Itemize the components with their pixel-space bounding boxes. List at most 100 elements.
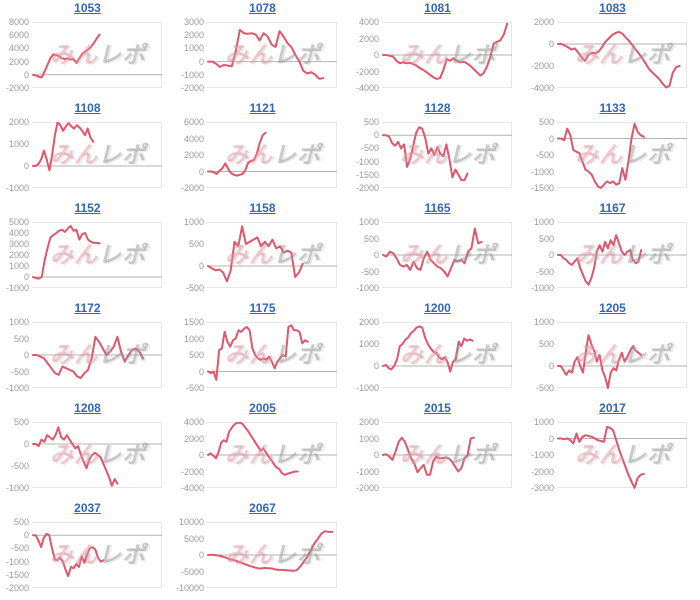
y-axis-labels: 1000 500 0 -500 (525, 316, 557, 398)
y-tick-label: -500 (535, 383, 554, 393)
y-tick-label: -10000 (175, 583, 204, 593)
chart-plot: みんレポ (32, 122, 164, 188)
chart-title-link[interactable]: 2017 (599, 401, 626, 415)
y-tick-label: 0 (198, 56, 204, 67)
y-tick-label: 0 (373, 250, 379, 260)
y-axis-labels: 3000 2000 1000 0 -1000 -2000 (175, 16, 207, 98)
y-tick-label: 0 (373, 130, 379, 141)
chart-title-row: 1108 (0, 100, 175, 116)
chart-title-link[interactable]: 1205 (599, 301, 626, 315)
y-tick-label: -1500 (355, 169, 379, 180)
chart-title-link[interactable]: 1128 (424, 101, 451, 115)
y-tick-label: 0 (548, 39, 554, 49)
y-axis-labels: 500 0 -500 -1000 -1500 -2000 (0, 516, 32, 598)
y-tick-label: 0 (373, 50, 379, 60)
sparkline-svg (382, 22, 512, 88)
chart-title-link[interactable]: 2005 (249, 401, 276, 415)
chart-body: 1000 500 0 -500 -1000 みんレポ (0, 316, 175, 398)
chart-plot: みんレポ (557, 422, 689, 489)
profit-line (382, 325, 474, 373)
y-tick-label: 4000 (183, 417, 204, 427)
chart-plot: みんレポ (382, 222, 514, 288)
y-tick-label: 500 (13, 417, 29, 427)
chart-body: 2000 1000 0 -1000 -2000 みんレポ (350, 416, 525, 498)
y-tick-label: -1000 (180, 69, 204, 80)
y-tick-label: -2000 (5, 583, 29, 593)
chart-title-link[interactable]: 1208 (74, 401, 101, 415)
chart-plot: みんレポ (207, 522, 339, 588)
y-tick-label: -2000 (180, 183, 204, 193)
chart-plot: みんレポ (32, 222, 164, 288)
chart-title-row: 1200 (350, 300, 525, 316)
profit-line (207, 28, 325, 80)
chart-title-link[interactable]: 2067 (249, 501, 276, 515)
chart-plot: みんレポ (557, 122, 689, 189)
chart-title-row: 2017 (525, 400, 700, 416)
chart-body: 1000 500 0 -500 みんレポ (175, 216, 350, 298)
y-tick-label: 0 (23, 439, 29, 449)
chart-title-row: 2067 (175, 500, 350, 516)
y-tick-label: 0 (548, 250, 554, 260)
chart-body: 1000 500 0 -500 -1000 みんレポ (350, 216, 525, 298)
sparkline-svg (207, 322, 337, 388)
y-tick-label: -500 (10, 543, 29, 554)
y-tick-label: -2000 (180, 83, 204, 93)
profit-line (382, 436, 475, 476)
y-tick-label: 2000 (358, 33, 379, 44)
y-tick-label: -500 (360, 266, 379, 277)
chart-title-link[interactable]: 1167 (599, 201, 626, 215)
chart-title-link[interactable]: 1083 (599, 1, 626, 15)
chart-title-link[interactable]: 1152 (74, 201, 101, 215)
y-tick-label: 1000 (8, 139, 29, 149)
chart-title-link[interactable]: 1121 (249, 101, 276, 115)
chart-title-link[interactable]: 2037 (74, 501, 101, 515)
chart-plot: みんレポ (32, 522, 164, 588)
y-tick-label: -1000 (355, 383, 379, 393)
y-tick-label: 0 (198, 166, 204, 177)
y-tick-label: 8000 (8, 17, 29, 27)
chart-cell: 1083 2000 0 -2000 -4000 みんレポ (525, 0, 700, 100)
y-axis-labels: 1000 0 -1000 -2000 -3000 (525, 416, 557, 498)
profit-line (207, 324, 309, 381)
y-tick-label: 500 (13, 333, 29, 344)
y-axis-labels: 4000 2000 0 -2000 -4000 (350, 16, 382, 98)
y-tick-label: 3000 (8, 239, 29, 249)
profit-line (382, 22, 509, 80)
y-tick-label: 2000 (358, 317, 379, 327)
chart-title-link[interactable]: 1172 (74, 301, 101, 315)
y-tick-label: 4000 (8, 228, 29, 238)
y-axis-labels: 1000 500 0 -500 -1000 (525, 216, 557, 298)
chart-title-row: 2037 (0, 500, 175, 516)
y-axis-labels: 5000 4000 3000 2000 1000 0 -1000 (0, 216, 32, 298)
y-tick-label: 0 (548, 433, 554, 444)
chart-title-row: 1167 (525, 200, 700, 216)
sparkline-svg (382, 122, 512, 188)
chart-title-link[interactable]: 2015 (424, 401, 451, 415)
chart-title-link[interactable]: 1158 (249, 201, 276, 215)
chart-title-link[interactable]: 1175 (249, 301, 276, 315)
chart-title-link[interactable]: 1200 (424, 301, 451, 315)
y-tick-label: -1500 (530, 183, 554, 193)
chart-title-link[interactable]: 1078 (249, 1, 276, 15)
chart-cell: 1128 500 0 -500 -1000 -1500 -2000 みんレポ (350, 100, 525, 200)
chart-title-row: 1081 (350, 0, 525, 16)
chart-plot: みんレポ (32, 22, 164, 88)
profit-line (32, 532, 105, 578)
chart-title-link[interactable]: 1108 (74, 101, 101, 115)
chart-title-link[interactable]: 1165 (424, 201, 451, 215)
chart-cell: 1152 5000 4000 3000 2000 1000 0 -1000 みんレポ (0, 200, 175, 300)
sparkline-svg (557, 422, 687, 489)
chart-cell: 1158 1000 500 0 -500 みんレポ (175, 200, 350, 300)
chart-title-link[interactable]: 1053 (74, 1, 101, 15)
y-tick-label: 500 (538, 233, 554, 244)
chart-plot: みんレポ (382, 22, 514, 88)
y-tick-label: 2000 (358, 417, 379, 427)
y-tick-label: 1000 (183, 217, 204, 227)
y-tick-label: -4000 (180, 483, 204, 493)
chart-body: 3000 2000 1000 0 -1000 -2000 みんレポ (175, 16, 350, 98)
y-tick-label: -2000 (530, 61, 554, 71)
chart-title-link[interactable]: 1081 (424, 1, 451, 15)
chart-title-link[interactable]: 1133 (599, 101, 626, 115)
y-tick-label: -2000 (355, 183, 379, 193)
chart-cell: 1200 2000 1000 0 -1000 みんレポ (350, 300, 525, 400)
